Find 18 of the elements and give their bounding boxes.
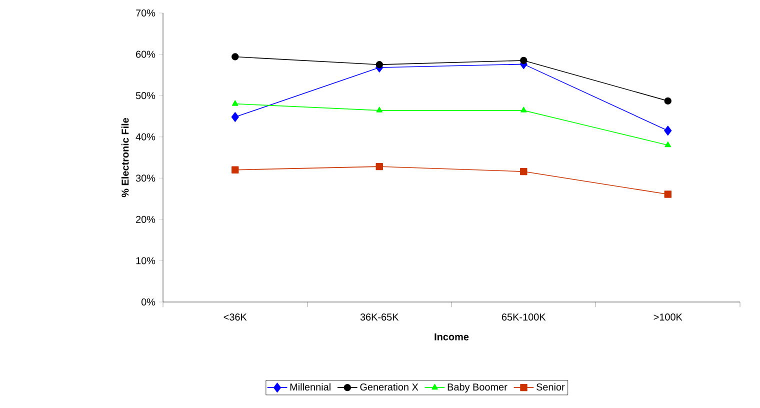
y-tick-label: 70% — [136, 9, 156, 17]
legend-label: Millennial — [290, 383, 330, 391]
y-axis-title: % Electronic File — [121, 118, 129, 198]
x-axis-title: Income — [434, 333, 469, 340]
legend-label: Generation X — [360, 383, 418, 391]
y-tick-label: 20% — [136, 216, 156, 223]
x-tick-label: 36K-65K — [360, 314, 399, 321]
x-tick-label: >100K — [654, 314, 682, 321]
legend-label: Baby Boomer — [448, 383, 508, 393]
legend-label: Senior — [536, 383, 565, 391]
y-tick-label: 0% — [141, 298, 156, 306]
y-tick-label: 60% — [136, 50, 156, 58]
y-tick-label: 50% — [136, 92, 156, 100]
x-tick-label: 65K-100K — [502, 314, 546, 321]
y-tick-label: 30% — [136, 174, 156, 182]
x-tick-label: <36K — [224, 314, 247, 321]
y-tick-label: 40% — [136, 133, 156, 140]
y-tick-label: 10% — [136, 257, 156, 264]
